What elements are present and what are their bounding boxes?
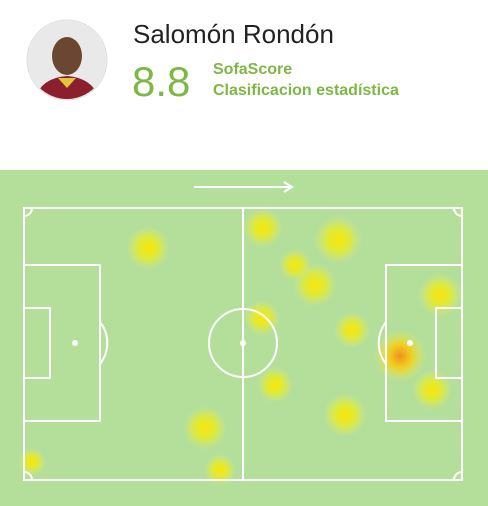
- heat-blobs: [18, 208, 462, 486]
- pitch-spots: [72, 340, 413, 346]
- rating: 8.8: [132, 58, 190, 105]
- rating-source: SofaScore: [213, 61, 292, 78]
- avatar: [26, 19, 108, 101]
- direction-arrow: [194, 181, 294, 193]
- rating-label: Clasificacion estadística: [213, 82, 399, 99]
- player-name: Salomón Rondón: [133, 19, 334, 49]
